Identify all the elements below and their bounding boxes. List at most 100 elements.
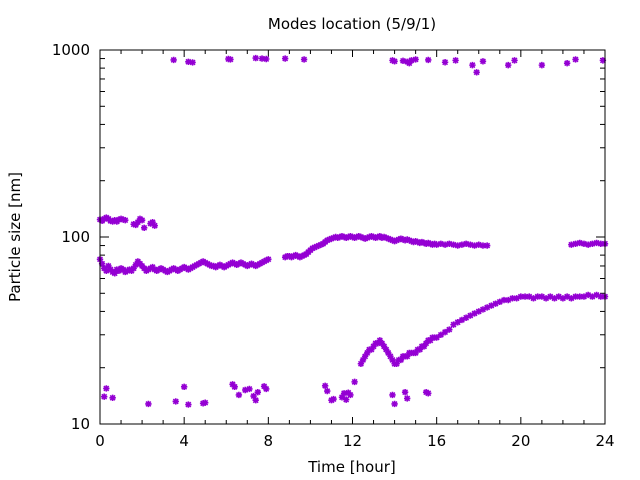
data-point-s3-40 [450,321,457,328]
data-point-s3-9 [376,337,384,344]
data-point-s0-95 [311,244,318,251]
data-point-s3-22 [404,353,411,360]
data-point-s2-18 [441,59,449,66]
x-tick-label: 8 [264,432,274,450]
data-point-s2-11 [391,58,398,65]
data-point-s2-17 [425,56,432,64]
data-point-s3-62 [542,295,550,302]
data-point-s4-2 [109,394,116,402]
data-point-s0-111 [345,233,352,241]
data-point-s3-13 [385,349,392,357]
data-point-s3-75 [597,293,604,300]
data-point-s2-20 [469,61,476,69]
data-point-s3-15 [389,356,396,364]
data-point-s2-24 [511,57,518,64]
data-point-s0-109 [340,233,348,241]
data-point-s0-167 [572,240,579,247]
data-point-s0-160 [462,240,470,247]
data-point-s3-73 [589,293,596,300]
data-point-s0-7 [111,270,118,277]
data-point-s4-19 [321,382,329,390]
data-point-s1-14 [132,221,139,229]
data-point-s2-26 [563,59,571,67]
y-axis-label: Particle size [nm] [6,172,24,302]
data-point-s2-1 [185,58,192,65]
data-point-s0-151 [429,241,436,248]
data-point-s3-3 [364,349,371,357]
plot-frame [99,49,606,425]
data-point-s0-1 [98,260,106,267]
data-point-s0-146 [418,238,426,246]
data-point-s0-166 [568,241,575,248]
data-point-s0-139 [404,236,411,243]
data-point-s2-21 [473,69,480,76]
data-point-s3-55 [513,295,520,302]
data-point-s4-16 [254,388,262,396]
data-point-s0-125 [374,233,381,241]
data-point-s0-147 [420,239,428,247]
data-point-s0-138 [401,237,409,244]
data-point-s3-45 [471,310,478,317]
data-point-s3-66 [559,295,567,302]
data-point-s0-106 [334,234,341,242]
data-point-s0-131 [387,236,394,243]
x-tick-label: 16 [427,432,446,450]
data-point-s0-122 [368,232,375,240]
data-point-s3-5 [368,346,375,353]
data-point-s4-24 [340,390,348,397]
data-point-s4-29 [389,391,396,399]
data-point-s0-114 [351,234,358,242]
data-point-s0-172 [593,239,600,247]
data-point-s4-1 [103,385,110,392]
data-point-s0-110 [342,234,350,242]
data-point-s0-121 [366,233,373,241]
data-point-s3-37 [437,331,445,338]
data-point-s2-6 [258,55,266,62]
data-point-s0-113 [349,233,356,241]
data-point-s3-44 [467,312,474,319]
y-tick-label: 10 [71,415,90,433]
data-point-s2-7 [263,55,270,63]
data-point-s0-128 [380,233,388,241]
data-point-s0-97 [315,242,323,249]
data-point-s3-63 [547,293,554,300]
data-point-s0-105 [332,233,339,241]
data-point-s3-41 [454,319,461,326]
data-point-s4-3 [145,400,152,408]
data-point-s0-155 [441,241,449,248]
data-point-s0-119 [361,235,369,242]
data-point-s0-140 [406,237,413,244]
data-point-s0-143 [412,237,419,245]
data-point-s0-154 [437,240,445,247]
data-point-s3-74 [593,291,600,299]
data-point-s0-148 [422,240,430,247]
data-point-s3-50 [492,300,499,307]
data-point-s3-38 [441,328,449,336]
data-point-s0-101 [324,237,331,244]
data-point-s2-15 [408,57,415,64]
data-point-s0-159 [458,241,466,248]
data-point-s3-65 [555,293,562,300]
data-point-s3-43 [462,314,470,321]
data-point-s0-118 [359,234,367,242]
data-point-s4-4 [172,398,179,405]
data-point-s3-17 [393,360,400,367]
data-point-s1-12 [122,216,129,224]
data-point-s3-58 [526,293,533,300]
data-point-s4-32 [404,395,411,402]
data-point-s3-61 [538,293,546,300]
data-point-s0-162 [471,242,478,249]
data-point-s3-1 [359,356,367,364]
data-point-s3-42 [458,316,466,324]
data-point-s3-53 [505,296,512,304]
data-point-s0-107 [336,233,344,241]
x-tick-label: 24 [595,432,614,450]
data-point-s4-0 [101,393,108,400]
data-point-s1-21 [151,222,158,229]
data-point-s3-2 [361,353,369,360]
data-point-s3-72 [584,291,592,299]
data-point-s3-49 [488,302,495,309]
data-point-s2-19 [452,57,459,64]
data-point-s0-169 [580,240,588,247]
data-point-s0-96 [313,243,320,250]
